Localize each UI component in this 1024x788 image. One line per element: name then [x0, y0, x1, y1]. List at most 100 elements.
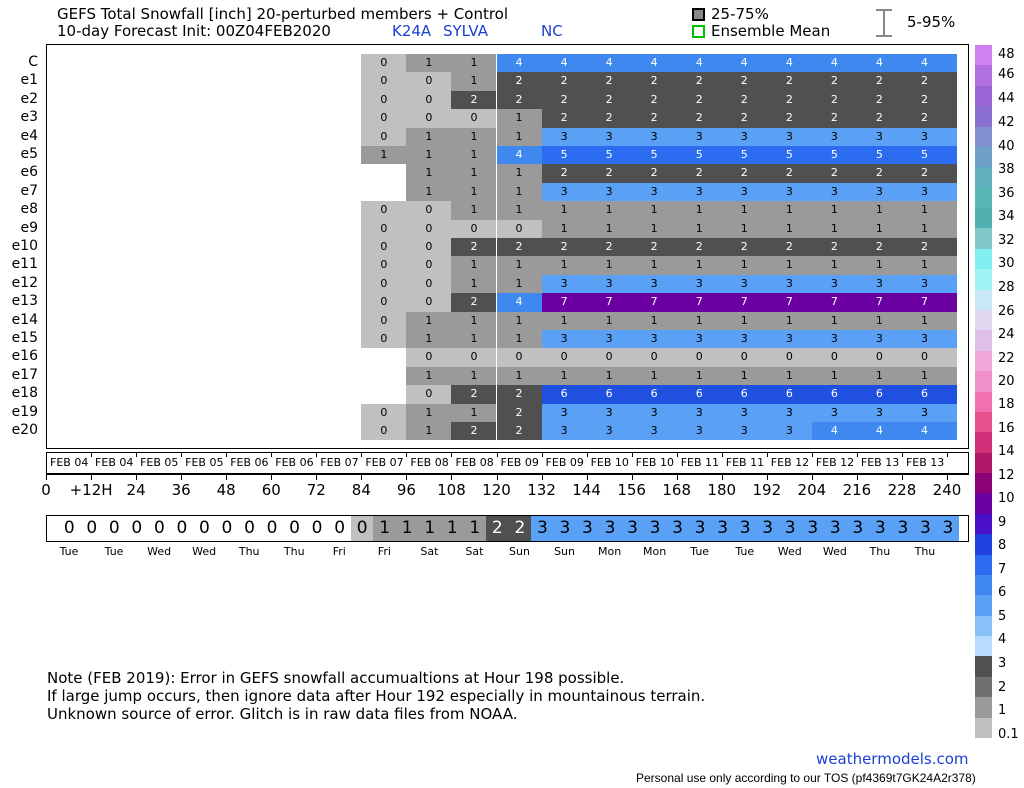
heatmap-cell: 0	[406, 72, 452, 91]
heatmap-cell: 1	[811, 256, 857, 275]
date-tick-label: FEB 07	[365, 456, 404, 469]
heatmap-cell: 2	[586, 72, 632, 91]
heatmap-cell: 0	[361, 293, 407, 312]
heatmap-cell: 2	[856, 72, 902, 91]
heatmap-cell: 6	[586, 385, 632, 404]
heatmap-cell: 1	[631, 219, 677, 238]
heatmap-cell: 2	[496, 422, 542, 441]
heatmap-cell: 3	[856, 403, 902, 422]
hour-tick	[766, 474, 768, 480]
ensemble-mean-cell: 0	[350, 516, 374, 541]
row-label-e17: e17	[11, 366, 38, 383]
heatmap-cell: 1	[721, 219, 767, 238]
heatmap-cell: 2	[541, 72, 587, 91]
colorbar-swatch	[975, 228, 992, 250]
heatmap-cell: 2	[901, 72, 947, 91]
heatmap-cell: 4	[496, 146, 542, 165]
heatmap-cell: 0	[721, 348, 767, 367]
date-tick-label: FEB 05	[140, 456, 179, 469]
heatmap-cell: 1	[586, 219, 632, 238]
hour-tick	[406, 474, 408, 480]
heatmap-cell: 3	[631, 422, 677, 441]
colorbar-swatch	[975, 126, 992, 148]
heatmap-cell: 3	[631, 330, 677, 349]
date-tick-label: FEB 06	[230, 456, 269, 469]
site-link[interactable]: weathermodels.com	[816, 750, 969, 768]
heatmap-cell: 0	[406, 274, 452, 294]
heatmap-cell: 2	[631, 164, 677, 183]
colorbar-label: 3	[998, 656, 1007, 671]
heatmap-cell: 3	[901, 274, 947, 294]
ensemble-mean-cell: 0	[176, 518, 188, 538]
colorbar-label: 36	[998, 186, 1015, 201]
heatmap-cell	[947, 146, 957, 165]
heatmap-cell: 6	[856, 385, 902, 404]
hour-tick	[226, 474, 228, 480]
ensemble-mean-cell: 3	[688, 516, 712, 541]
heatmap-cell: 1	[406, 127, 452, 146]
heatmap-cell: 3	[631, 403, 677, 422]
ensemble-mean-cell: 0	[108, 518, 120, 538]
heatmap-cell: 2	[676, 164, 722, 183]
heatmap-cell: 1	[451, 330, 497, 349]
heatmap-cell: 3	[811, 274, 857, 294]
heatmap-cell: 2	[766, 72, 812, 91]
ensemble-mean-cell: 0	[63, 518, 75, 538]
heatmap-cell: 1	[676, 256, 722, 275]
ensemble-mean-cell: 3	[643, 516, 667, 541]
heatmap-cell: 1	[406, 330, 452, 349]
heatmap-cell: 1	[406, 366, 452, 386]
colorbar-label: 4	[998, 632, 1007, 647]
heatmap-cell: 4	[496, 293, 542, 312]
heatmap-cell	[947, 219, 957, 238]
heatmap-cell: 1	[496, 311, 542, 330]
row-label-e1: e1	[20, 72, 38, 89]
heatmap-cell: 1	[451, 274, 497, 294]
heatmap-cell	[947, 182, 957, 202]
heatmap-cell: 1	[766, 366, 812, 386]
date-tick-label: FEB 04	[95, 456, 134, 469]
heatmap-cell: 6	[541, 385, 587, 404]
heatmap-cell: 1	[451, 403, 497, 422]
colorbar-swatch	[975, 656, 992, 678]
heatmap-cell: 2	[811, 72, 857, 91]
heatmap-cell: 1	[631, 201, 677, 220]
heatmap-cell: 2	[631, 90, 677, 110]
heatmap-cell: 2	[856, 238, 902, 257]
ensemble-mean-cell: 3	[778, 516, 802, 541]
row-label-e9: e9	[20, 219, 38, 236]
ensemble-mean-cell: 0	[311, 518, 323, 538]
day-tick-label: Thu	[869, 545, 891, 558]
heatmap-cell: 6	[676, 385, 722, 404]
colorbar-label: 30	[998, 256, 1015, 271]
date-tick	[586, 452, 588, 457]
date-tick	[91, 452, 93, 457]
ensemble-mean-cell: 3	[801, 516, 824, 541]
heatmap-cell: 1	[406, 403, 452, 422]
date-tick-label: FEB 05	[185, 456, 224, 469]
heatmap-cell: 1	[766, 219, 812, 238]
heatmap-cell: 3	[586, 330, 632, 349]
heatmap-cell: 1	[856, 256, 902, 275]
date-tick	[721, 452, 723, 457]
heatmap-cell: 3	[766, 127, 812, 146]
heatmap-cell	[947, 274, 957, 294]
heatmap-cell: 0	[766, 348, 812, 367]
hour-tick-label: 84	[351, 481, 371, 499]
heatmap-cell	[947, 54, 957, 73]
heatmap-cell: 2	[451, 293, 497, 312]
day-tick-label: Tue	[104, 545, 124, 558]
heatmap-cell: 5	[901, 146, 947, 165]
hour-tick-label: 108	[437, 481, 466, 499]
heatmap-cell: 1	[496, 164, 542, 183]
heatmap-cell: 2	[496, 238, 542, 257]
day-tick-label: Sun	[554, 545, 576, 558]
colorbar-label: 9	[998, 515, 1007, 530]
colorbar-label: 1	[998, 703, 1007, 718]
heatmap-cell: 3	[541, 182, 587, 202]
heatmap-cell: 0	[361, 54, 407, 73]
heatmap-cell: 6	[766, 385, 812, 404]
ensemble-mean-strip	[46, 515, 969, 542]
heatmap-cell	[947, 330, 957, 349]
heatmap-cell: 1	[721, 366, 767, 386]
